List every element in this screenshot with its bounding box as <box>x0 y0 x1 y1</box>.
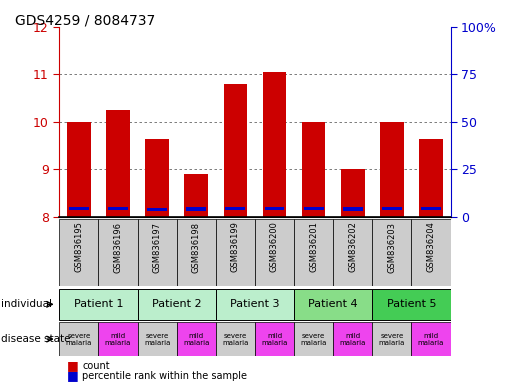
Text: severe
malaria: severe malaria <box>379 333 405 346</box>
Bar <box>341 169 365 217</box>
Bar <box>177 219 216 286</box>
Text: GSM836203: GSM836203 <box>387 222 397 273</box>
Text: mild
malaria: mild malaria <box>105 333 131 346</box>
Text: mild
malaria: mild malaria <box>261 333 288 346</box>
Bar <box>216 289 294 320</box>
Text: severe
malaria: severe malaria <box>222 333 249 346</box>
Bar <box>184 174 208 217</box>
Text: GSM836199: GSM836199 <box>231 222 240 272</box>
Text: mild
malaria: mild malaria <box>339 333 366 346</box>
Bar <box>226 207 245 210</box>
Bar <box>333 322 372 356</box>
Bar <box>372 322 411 356</box>
Bar <box>421 207 441 210</box>
Text: Patient 1: Patient 1 <box>74 299 123 310</box>
Bar <box>411 322 451 356</box>
Bar <box>263 72 286 217</box>
Bar <box>294 322 333 356</box>
Bar <box>372 289 451 320</box>
Bar <box>138 219 177 286</box>
Text: disease state: disease state <box>1 334 71 344</box>
Bar <box>255 219 294 286</box>
Text: ■: ■ <box>67 359 79 372</box>
Bar <box>216 219 255 286</box>
Text: ■: ■ <box>67 369 79 382</box>
Bar <box>343 207 363 210</box>
Text: mild
malaria: mild malaria <box>418 333 444 346</box>
Bar <box>67 122 91 217</box>
Bar <box>59 219 98 286</box>
Bar <box>294 219 333 286</box>
Text: Patient 2: Patient 2 <box>152 299 201 310</box>
Bar <box>265 207 284 210</box>
Bar <box>372 219 411 286</box>
Bar <box>333 219 372 286</box>
Bar <box>147 208 167 211</box>
Bar <box>382 207 402 210</box>
Text: severe
malaria: severe malaria <box>144 333 170 346</box>
Text: GSM836200: GSM836200 <box>270 222 279 272</box>
Bar <box>216 322 255 356</box>
Text: GSM836204: GSM836204 <box>426 222 436 272</box>
Bar <box>255 322 294 356</box>
Text: Patient 3: Patient 3 <box>230 299 280 310</box>
Text: GSM836197: GSM836197 <box>152 222 162 273</box>
Bar <box>59 322 98 356</box>
Text: GSM836202: GSM836202 <box>348 222 357 272</box>
Text: Patient 5: Patient 5 <box>387 299 436 310</box>
Bar <box>69 207 89 210</box>
Bar <box>380 122 404 217</box>
Bar <box>304 207 323 210</box>
Text: mild
malaria: mild malaria <box>183 333 210 346</box>
Text: GSM836196: GSM836196 <box>113 222 123 273</box>
Bar <box>294 289 372 320</box>
Bar <box>411 219 451 286</box>
Bar <box>59 289 138 320</box>
Text: Patient 4: Patient 4 <box>308 299 358 310</box>
Text: individual: individual <box>1 299 52 310</box>
Bar <box>98 219 138 286</box>
Bar <box>138 289 216 320</box>
Bar <box>419 139 443 217</box>
Bar <box>302 122 325 217</box>
Text: percentile rank within the sample: percentile rank within the sample <box>82 371 247 381</box>
Text: severe
malaria: severe malaria <box>300 333 327 346</box>
Text: severe
malaria: severe malaria <box>65 333 92 346</box>
Text: count: count <box>82 361 110 371</box>
Bar <box>108 207 128 210</box>
Text: GSM836201: GSM836201 <box>309 222 318 272</box>
Text: GDS4259 / 8084737: GDS4259 / 8084737 <box>15 13 155 27</box>
Bar <box>106 110 130 217</box>
Bar <box>138 322 177 356</box>
Bar <box>145 139 169 217</box>
Bar <box>186 207 206 210</box>
Bar <box>177 322 216 356</box>
Bar <box>224 84 247 217</box>
Bar <box>98 322 138 356</box>
Text: GSM836198: GSM836198 <box>192 222 201 273</box>
Text: GSM836195: GSM836195 <box>74 222 83 272</box>
